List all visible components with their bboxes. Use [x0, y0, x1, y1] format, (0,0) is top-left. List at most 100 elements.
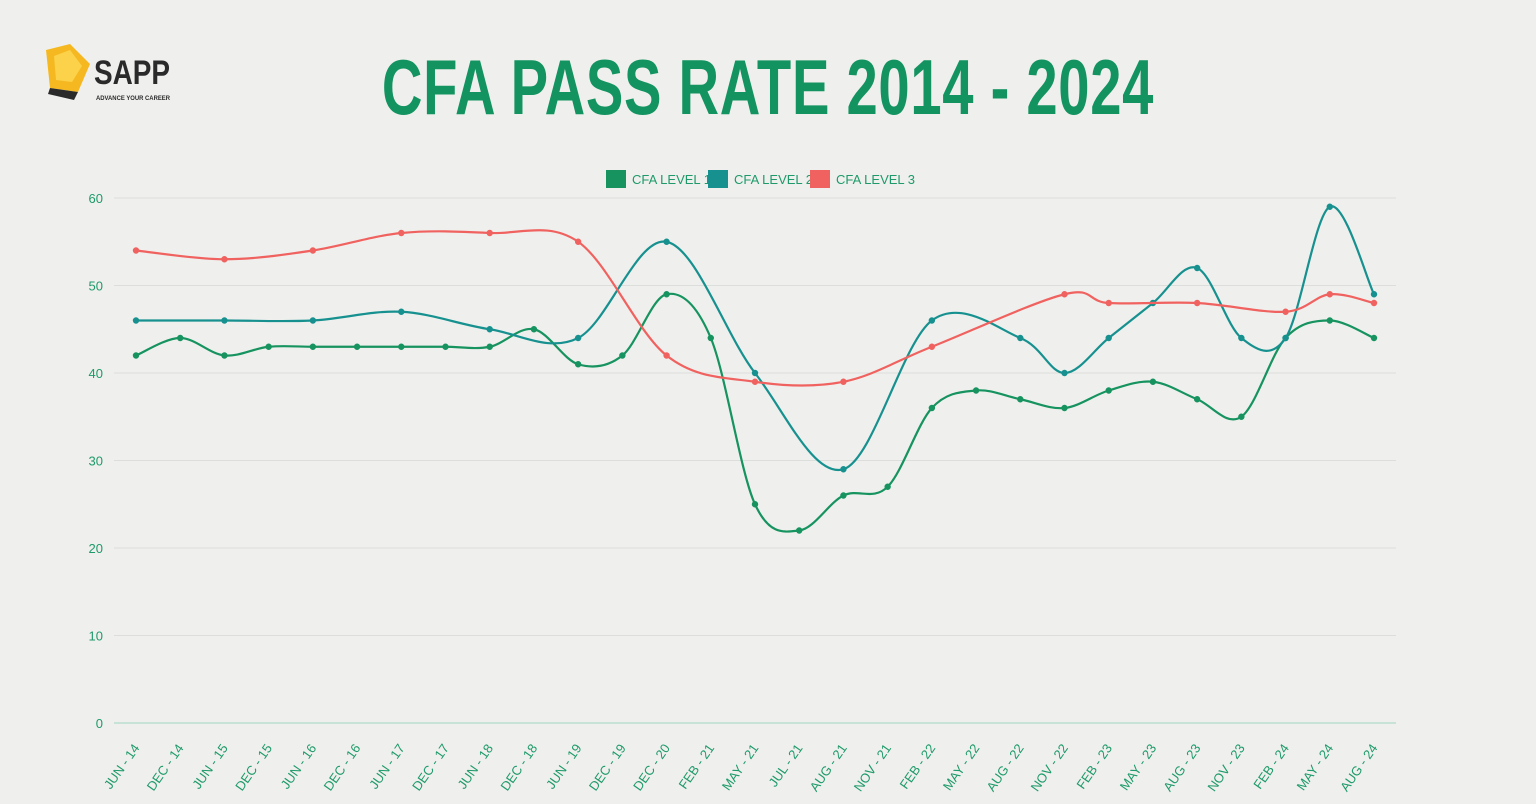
- data-point: [1105, 387, 1112, 394]
- x-tick-label: FEB - 21: [676, 741, 718, 792]
- x-tick-label: NOV - 22: [1028, 741, 1071, 794]
- y-tick-label: 20: [89, 541, 103, 556]
- x-tick-label: DEC - 17: [409, 741, 452, 793]
- y-tick-label: 10: [89, 629, 103, 644]
- x-tick-label: AUG - 22: [983, 741, 1026, 794]
- data-point: [928, 404, 936, 412]
- series-line-level-1: [135, 292, 1375, 533]
- x-tick-label: JUN - 19: [543, 741, 585, 792]
- x-tick-label: DEC - 18: [497, 741, 540, 793]
- data-point: [309, 247, 317, 254]
- x-tick-label: NOV - 21: [851, 741, 894, 794]
- x-tick-label: JUN - 17: [366, 741, 408, 792]
- x-tick-label: MAY - 24: [1294, 741, 1337, 793]
- data-point: [1193, 299, 1201, 307]
- data-point: [1238, 413, 1245, 420]
- x-tick-label: AUG - 21: [807, 741, 850, 794]
- data-point: [486, 326, 493, 333]
- x-tick-label: NOV - 23: [1204, 741, 1247, 794]
- data-point: [663, 352, 670, 359]
- data-point: [1061, 291, 1068, 298]
- sapp-logo: SAPP ADVANCE YOUR CAREER: [46, 44, 171, 102]
- legend-label: CFA LEVEL 1: [632, 172, 711, 187]
- data-point: [1326, 291, 1333, 298]
- data-point: [132, 352, 140, 359]
- data-point: [1017, 396, 1024, 403]
- y-tick-label: 30: [89, 454, 103, 469]
- data-point: [1282, 334, 1289, 342]
- legend-swatch: [606, 170, 626, 188]
- data-point: [132, 317, 140, 324]
- data-point: [663, 291, 670, 298]
- x-tick-label: DEC - 15: [232, 741, 275, 793]
- x-tick-label: AUG - 23: [1160, 741, 1203, 794]
- data-point: [1370, 334, 1378, 342]
- data-point: [398, 308, 405, 315]
- x-tick-label: FEB - 24: [1250, 741, 1292, 792]
- data-point: [1238, 334, 1245, 342]
- x-tick-label: MAY - 22: [940, 741, 983, 793]
- x-tick-label: MAY - 21: [719, 741, 762, 793]
- x-tick-label: JUL - 21: [765, 741, 805, 789]
- data-point: [221, 256, 228, 263]
- data-point: [486, 343, 493, 350]
- data-point: [486, 229, 493, 237]
- data-point: [574, 238, 582, 245]
- x-tick-label: AUG - 24: [1337, 741, 1380, 794]
- series-line-level-2: [136, 205, 1375, 472]
- x-tick-label: DEC - 19: [586, 741, 629, 793]
- legend-swatch: [708, 170, 728, 188]
- x-tick-label: DEC - 14: [144, 741, 187, 793]
- data-point: [840, 492, 847, 499]
- x-tick-label: FEB - 22: [897, 741, 939, 792]
- data-point: [751, 501, 759, 508]
- legend-swatch: [810, 170, 830, 188]
- x-tick-label: DEC - 20: [630, 741, 673, 793]
- data-point: [663, 238, 670, 245]
- data-point: [1105, 334, 1112, 342]
- data-point: [1061, 369, 1068, 377]
- x-tick-label: MAY - 23: [1117, 741, 1160, 793]
- data-point: [398, 343, 405, 350]
- y-tick-label: 50: [89, 279, 103, 294]
- data-point: [840, 466, 847, 473]
- x-tick-label: JUN - 18: [454, 741, 496, 792]
- data-point: [574, 334, 582, 342]
- data-point: [1193, 396, 1201, 403]
- data-point: [1326, 203, 1333, 210]
- data-point: [1149, 378, 1157, 385]
- data-point: [221, 317, 228, 324]
- svg-text:SAPP: SAPP: [94, 54, 170, 92]
- data-point: [928, 343, 936, 350]
- data-point: [309, 317, 317, 324]
- data-point: [1105, 299, 1112, 307]
- data-point: [353, 343, 361, 350]
- data-point: [1326, 317, 1333, 324]
- data-point: [1017, 334, 1024, 342]
- data-point: [1061, 404, 1068, 412]
- data-point: [1370, 291, 1378, 298]
- x-tick-label: DEC - 16: [321, 741, 364, 793]
- y-tick-label: 60: [89, 191, 103, 206]
- data-point: [265, 343, 272, 350]
- x-tick-label: JUN - 16: [278, 741, 320, 792]
- data-point: [1282, 308, 1289, 315]
- data-point: [751, 378, 759, 385]
- series-line-level-3: [135, 229, 1375, 387]
- data-point: [530, 326, 538, 333]
- y-tick-label: 40: [89, 366, 103, 381]
- data-point: [309, 343, 317, 350]
- data-point: [972, 387, 980, 394]
- x-tick-label: FEB - 23: [1073, 741, 1115, 792]
- data-point: [796, 527, 803, 534]
- data-point: [707, 334, 714, 342]
- data-point: [398, 229, 405, 237]
- data-point: [928, 317, 936, 324]
- data-point: [132, 247, 140, 254]
- x-tick-label: JUN - 15: [189, 741, 231, 792]
- data-point: [442, 343, 449, 350]
- data-point: [1370, 299, 1378, 307]
- data-point: [884, 483, 891, 490]
- data-point: [177, 334, 184, 342]
